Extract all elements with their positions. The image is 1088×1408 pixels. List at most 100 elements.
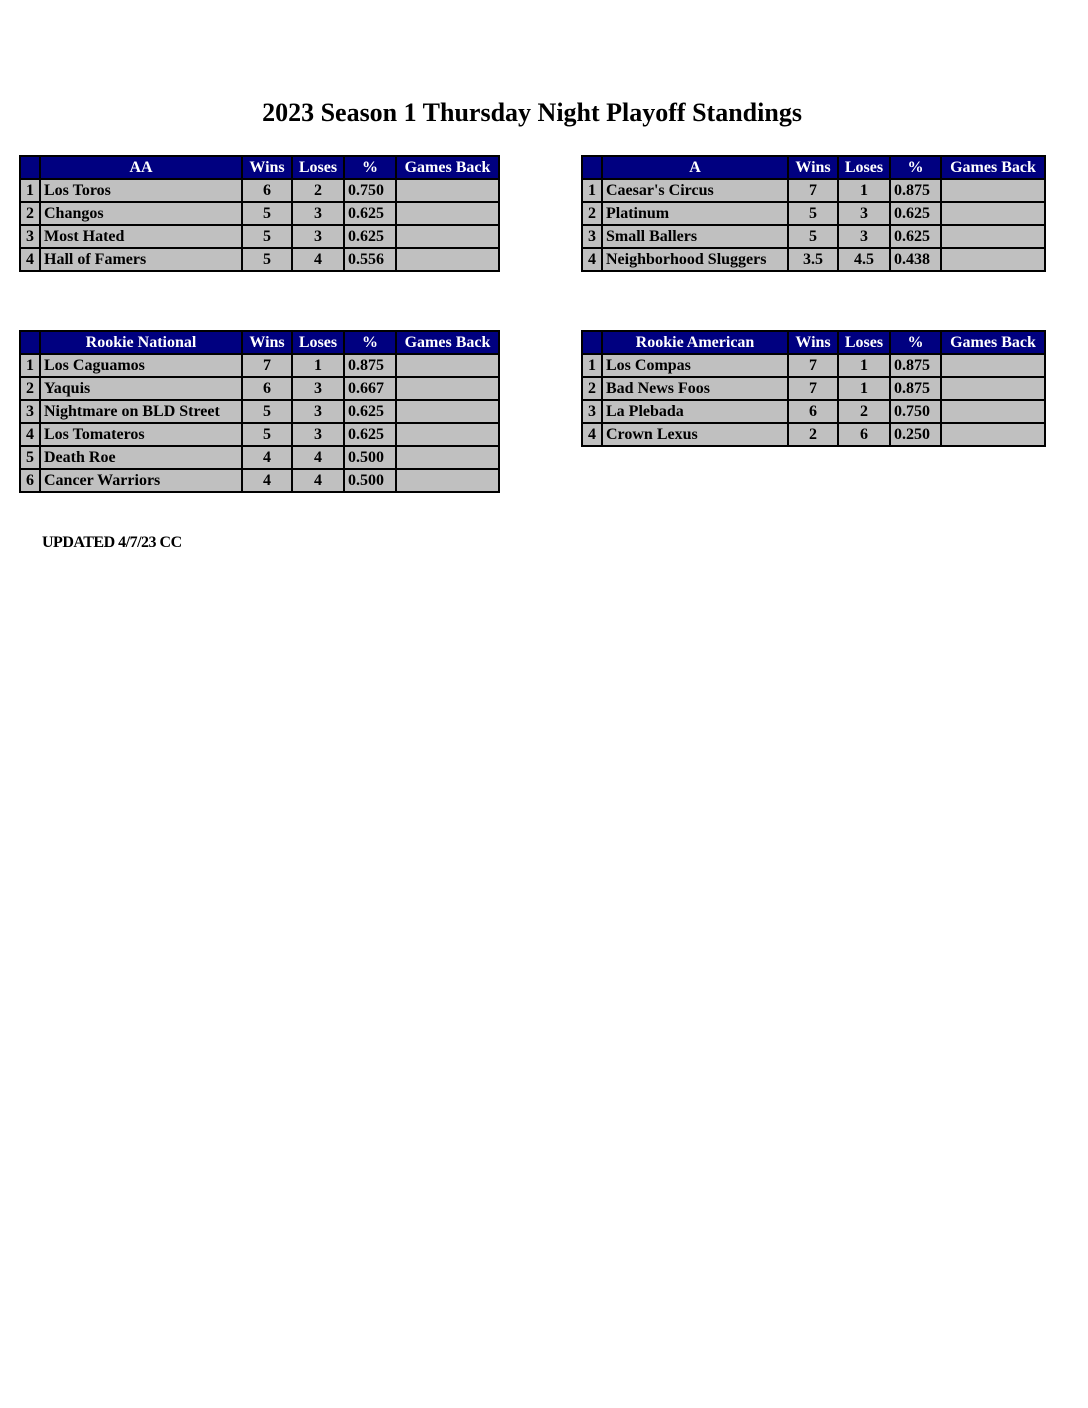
team-cell: La Plebada bbox=[601, 399, 789, 424]
pct-cell: 0.875 bbox=[889, 376, 942, 401]
rank-cell: 2 bbox=[581, 376, 603, 401]
rank-header bbox=[19, 155, 41, 180]
wins-cell: 5 bbox=[787, 201, 839, 226]
team-cell: Cancer Warriors bbox=[39, 468, 243, 493]
pct-cell: 0.750 bbox=[889, 399, 942, 424]
table-row: 2 Yaquis 6 3 0.667 bbox=[19, 376, 500, 401]
header-row: Rookie American Wins Loses% Games Back bbox=[581, 330, 1046, 355]
wins-cell: 5 bbox=[787, 224, 839, 249]
table-row: 6 Cancer Warriors 4 4 0.500 bbox=[19, 468, 500, 493]
rank-cell: 4 bbox=[581, 422, 603, 447]
loses-cell: 3 bbox=[291, 399, 345, 424]
standings-table: Rookie American Wins Loses% Games Back 1 Los … bbox=[581, 330, 1046, 447]
pct-cell: 0.875 bbox=[343, 353, 397, 378]
pct-cell: 0.625 bbox=[343, 399, 397, 424]
games-back-cell bbox=[940, 376, 1046, 401]
wins-cell: 7 bbox=[787, 178, 839, 203]
loses-cell: 6 bbox=[837, 422, 891, 447]
games-back-cell bbox=[940, 247, 1046, 272]
rank-cell: 4 bbox=[19, 422, 41, 447]
pct-cell: 0.500 bbox=[343, 468, 397, 493]
rank-cell: 2 bbox=[581, 201, 603, 226]
loses-cell: 3 bbox=[291, 201, 345, 226]
team-cell: Los Caguamos bbox=[39, 353, 243, 378]
games-back-cell bbox=[395, 201, 500, 226]
rank-cell: 3 bbox=[581, 224, 603, 249]
table-row: 2 Bad News Foos 7 1 0.875 bbox=[581, 376, 1046, 401]
wins-header: Wins bbox=[787, 155, 839, 180]
rank-cell: 3 bbox=[581, 399, 603, 424]
rank-cell: 1 bbox=[581, 178, 603, 203]
team-cell: Neighborhood Sluggers bbox=[601, 247, 789, 272]
team-cell: Death Roe bbox=[39, 445, 243, 470]
games-back-cell bbox=[395, 178, 500, 203]
wins-cell: 2 bbox=[787, 422, 839, 447]
rank-header bbox=[581, 155, 603, 180]
division-name: Rookie American bbox=[601, 330, 789, 355]
games-back-header: Games Back bbox=[395, 330, 500, 355]
games-back-cell bbox=[395, 376, 500, 401]
standings-table: AA Wins Loses% Games Back 1 Los Toros 6 2 0.750 2… bbox=[19, 155, 500, 272]
table-row: 2 Changos 5 3 0.625 bbox=[19, 201, 500, 226]
table-row: 2 Platinum 5 3 0.625 bbox=[581, 201, 1046, 226]
games-back-cell bbox=[395, 468, 500, 493]
division-name: A bbox=[601, 155, 789, 180]
wins-cell: 4 bbox=[241, 468, 293, 493]
rank-cell: 1 bbox=[19, 178, 41, 203]
table-row: 5 Death Roe 4 4 0.500 bbox=[19, 445, 500, 470]
wins-cell: 6 bbox=[241, 178, 293, 203]
wins-cell: 5 bbox=[241, 422, 293, 447]
loses-cell: 3 bbox=[291, 422, 345, 447]
team-cell: Crown Lexus bbox=[601, 422, 789, 447]
wins-header: Wins bbox=[241, 330, 293, 355]
loses-cell: 1 bbox=[837, 178, 891, 203]
rank-cell: 1 bbox=[581, 353, 603, 378]
loses-cell: 3 bbox=[291, 224, 345, 249]
pct-cell: 0.625 bbox=[343, 422, 397, 447]
rank-cell: 6 bbox=[19, 468, 41, 493]
rank-cell: 2 bbox=[19, 201, 41, 226]
loses-cell: 4 bbox=[291, 445, 345, 470]
pct-cell: 0.625 bbox=[889, 224, 942, 249]
games-back-header: Games Back bbox=[395, 155, 500, 180]
wins-cell: 5 bbox=[241, 224, 293, 249]
pct-cell: 0.667 bbox=[343, 376, 397, 401]
table-row: 1 Los Compas 7 1 0.875 bbox=[581, 353, 1046, 378]
rank-cell: 4 bbox=[581, 247, 603, 272]
table-row: 3 Most Hated 5 3 0.625 bbox=[19, 224, 500, 249]
rank-cell: 2 bbox=[19, 376, 41, 401]
wins-cell: 6 bbox=[241, 376, 293, 401]
team-cell: Los Tomateros bbox=[39, 422, 243, 447]
team-cell: Yaquis bbox=[39, 376, 243, 401]
loses-cell: 4 bbox=[291, 247, 345, 272]
wins-cell: 5 bbox=[241, 201, 293, 226]
games-back-cell bbox=[395, 247, 500, 272]
games-back-cell bbox=[395, 399, 500, 424]
pct-cell: 0.438 bbox=[889, 247, 942, 272]
team-cell: Platinum bbox=[601, 201, 789, 226]
rank-header bbox=[19, 330, 41, 355]
team-cell: Bad News Foos bbox=[601, 376, 789, 401]
wins-header: Wins bbox=[787, 330, 839, 355]
page-title: 2023 Season 1 Thursday Night Playoff Sta… bbox=[262, 98, 802, 127]
pct-header: % bbox=[889, 155, 942, 180]
wins-cell: 5 bbox=[241, 247, 293, 272]
pct-cell: 0.875 bbox=[889, 353, 942, 378]
wins-cell: 7 bbox=[787, 376, 839, 401]
pct-cell: 0.250 bbox=[889, 422, 942, 447]
loses-cell: 3 bbox=[837, 201, 891, 226]
team-cell: Caesar's Circus bbox=[601, 178, 789, 203]
table-row: 4 Los Tomateros 5 3 0.625 bbox=[19, 422, 500, 447]
header-row: AA Wins Loses% Games Back bbox=[19, 155, 500, 180]
pct-cell: 0.625 bbox=[889, 201, 942, 226]
division-name: Rookie National bbox=[39, 330, 243, 355]
games-back-cell bbox=[940, 399, 1046, 424]
games-back-cell bbox=[940, 178, 1046, 203]
loses-header: Loses bbox=[291, 330, 345, 355]
team-cell: Changos bbox=[39, 201, 243, 226]
games-back-cell bbox=[395, 353, 500, 378]
team-cell: Hall of Famers bbox=[39, 247, 243, 272]
loses-cell: 4.5 bbox=[837, 247, 891, 272]
rank-header bbox=[581, 330, 603, 355]
pct-header: % bbox=[343, 155, 397, 180]
